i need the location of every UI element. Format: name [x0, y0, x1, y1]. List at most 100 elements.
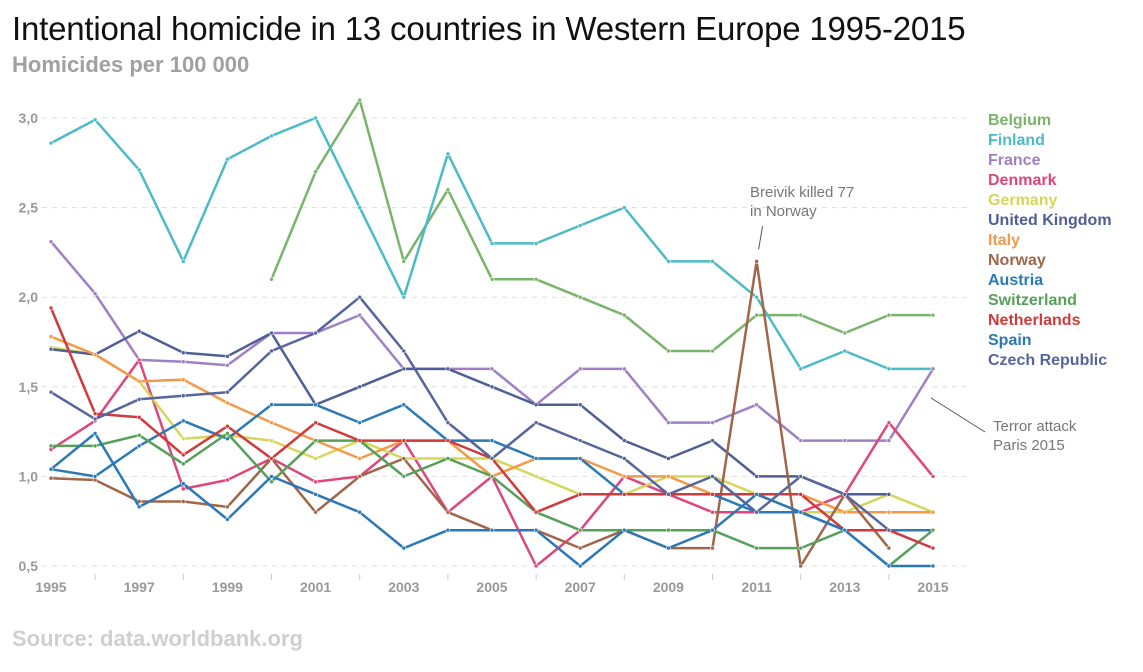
data-point — [181, 452, 186, 458]
data-point — [136, 504, 142, 510]
data-point — [313, 169, 318, 175]
data-point — [754, 492, 759, 497]
data-point — [269, 348, 274, 354]
data-point — [313, 420, 318, 425]
data-point — [357, 474, 363, 479]
data-point — [48, 305, 54, 311]
data-point — [577, 563, 583, 569]
data-point — [181, 461, 186, 467]
data-point — [313, 456, 318, 461]
data-point — [577, 294, 583, 300]
data-point — [136, 379, 142, 384]
legend-item: Finland — [988, 132, 1045, 149]
data-point — [225, 362, 230, 368]
data-point — [357, 294, 363, 300]
data-point — [181, 499, 186, 504]
legend-item: Czech Republic — [988, 352, 1107, 369]
data-point — [710, 527, 715, 533]
data-point — [357, 420, 363, 425]
data-point — [886, 509, 892, 515]
data-point — [930, 366, 936, 372]
data-point — [754, 402, 759, 408]
data-point — [798, 312, 804, 318]
data-point — [798, 563, 804, 569]
data-point — [225, 504, 230, 510]
data-point — [181, 350, 186, 356]
annotation-breivik: in Norway — [750, 203, 817, 220]
data-point — [313, 402, 318, 408]
data-point — [269, 402, 274, 408]
data-point — [754, 312, 759, 318]
data-point — [445, 456, 451, 461]
data-point — [225, 517, 230, 522]
data-point — [136, 357, 142, 363]
data-point — [930, 563, 936, 569]
data-point — [621, 366, 627, 372]
data-point — [533, 402, 539, 408]
data-point — [92, 443, 98, 449]
data-point — [710, 348, 715, 354]
data-point — [401, 474, 407, 479]
data-point — [842, 330, 848, 336]
data-point — [401, 366, 407, 372]
data-point — [401, 456, 407, 461]
data-point — [533, 241, 539, 246]
data-point — [445, 527, 451, 533]
data-point — [357, 205, 363, 210]
data-point — [445, 366, 451, 372]
data-point — [710, 474, 715, 479]
data-point — [710, 545, 715, 551]
data-point — [930, 527, 936, 533]
data-point — [313, 438, 318, 443]
annotation-breivik: Breivik killed 77 — [750, 184, 854, 201]
data-point — [489, 384, 495, 390]
data-point — [313, 492, 318, 497]
data-point — [666, 474, 671, 479]
data-point — [225, 389, 230, 395]
x-tick-label: 2003 — [388, 579, 419, 595]
data-point — [842, 509, 848, 515]
data-point — [401, 348, 407, 354]
data-point — [181, 418, 186, 424]
data-point — [533, 563, 539, 569]
data-point — [48, 389, 54, 395]
data-point — [48, 466, 54, 472]
data-point — [666, 259, 671, 264]
x-tick-label: 2001 — [300, 579, 331, 595]
data-point — [533, 276, 539, 282]
data-point — [842, 527, 848, 533]
y-tick-label: 0,5 — [19, 558, 39, 574]
data-point — [48, 475, 54, 481]
series-line-belgium — [270, 98, 933, 353]
data-point — [710, 438, 715, 443]
x-tick-label: 2013 — [829, 579, 860, 595]
data-point — [577, 527, 583, 533]
y-tick-label: 2,0 — [19, 289, 39, 305]
series-line-france — [50, 240, 935, 442]
data-point — [269, 479, 274, 485]
data-point — [798, 438, 804, 443]
data-point — [666, 492, 671, 497]
legend-item: Switzerland — [988, 292, 1077, 309]
data-point — [754, 294, 759, 300]
data-point — [621, 492, 627, 497]
data-point — [489, 366, 495, 372]
data-point — [401, 438, 407, 443]
data-point — [577, 366, 583, 372]
data-point — [445, 187, 451, 192]
data-point — [357, 97, 363, 103]
annotation-paris: Paris 2015 — [993, 437, 1065, 454]
data-point — [754, 259, 759, 264]
y-tick-label: 2,5 — [19, 200, 39, 216]
data-point — [225, 354, 230, 359]
data-point — [710, 492, 715, 497]
data-point — [181, 486, 186, 492]
data-point — [666, 456, 671, 461]
data-point — [489, 456, 495, 461]
data-point — [357, 384, 363, 390]
data-point — [181, 436, 186, 442]
data-point — [92, 352, 98, 357]
data-point — [533, 527, 539, 533]
data-point — [533, 456, 539, 461]
chart-subtitle: Homicides per 100 000 — [12, 52, 250, 77]
